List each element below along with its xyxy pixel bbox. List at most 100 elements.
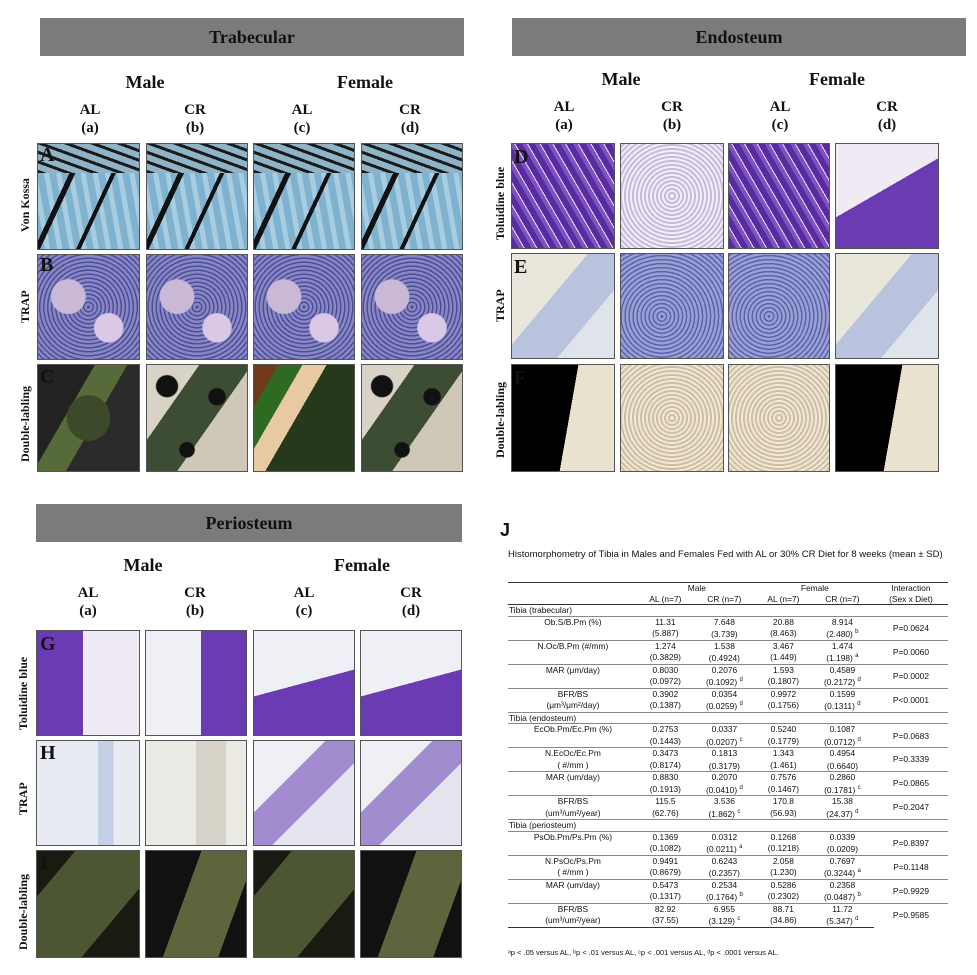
micrograph (146, 364, 248, 472)
micrograph (728, 253, 830, 359)
micrograph (361, 364, 463, 472)
interaction-p-value: P=0.0683 (873, 723, 948, 748)
row-label-double-labeling: Double-labling (493, 381, 507, 458)
cell-mean: 0.5240 (755, 723, 811, 735)
sd-value: (0.3829) (649, 652, 681, 663)
table-row: BFR/BS 0.3902 0.0354 0.9972 0.1599 P<0.0001 (508, 687, 948, 713)
table-row: BFR/BS 115.5 3.536 170.8 15.38 P=0.2047 (508, 795, 948, 820)
row-label-trap: TRAP (18, 290, 32, 323)
cell-sd: (1.198) a (811, 651, 874, 664)
micrograph (36, 740, 140, 846)
sd-value: (0.8174) (649, 759, 681, 770)
cell-sd: (0.1756) (756, 699, 811, 712)
label-male: Male (125, 72, 165, 92)
group-label: AL (a) (79, 102, 101, 136)
row-label-toluidine-blue: Toluidine blue (16, 656, 30, 730)
micrograph (253, 254, 355, 360)
micrograph (728, 143, 830, 249)
interaction-p-value: P=0.0624 (873, 615, 948, 641)
parameter-unit: (μm³/μm²/day) (546, 700, 600, 711)
cell-sd: (0.1443) (638, 735, 693, 748)
table-row: BFR/BS 82.92 6.955 88.71 11.72 P=0.9585 (508, 902, 948, 928)
cell-sd: (0.0259) d (693, 699, 756, 712)
cell-sd: (0.2302) (756, 890, 811, 903)
cell-sd: (0.1807) (756, 675, 811, 688)
cell-mean: 0.0337 (692, 723, 756, 735)
cell-mean: 0.8830 (637, 771, 693, 783)
cell-sd: (2.480) b (811, 627, 874, 640)
cell-mean: 20.88 (755, 615, 811, 628)
parameter-unit: ( #/mm ) (557, 867, 589, 878)
cell-mean: 0.2076 (692, 663, 756, 676)
section-title: Tibia (endosteum) (508, 711, 948, 724)
micrograph (835, 253, 939, 359)
parameter-unit: (um³/um²/year) (508, 914, 638, 928)
group-label: AL (a) (77, 585, 99, 619)
micrograph (511, 253, 615, 359)
cell-sd: (0.0712) d (811, 735, 874, 748)
micrograph (835, 143, 939, 249)
col-sex-x-diet: (Sex x Diet) (873, 593, 948, 606)
sd-value: (0.0211) (706, 844, 737, 855)
parameter-unit (508, 890, 638, 903)
sd-value: (0.0972) (649, 676, 681, 687)
parameter-unit (508, 783, 638, 796)
micrograph (253, 740, 355, 846)
interaction-p-value: P=0.9929 (873, 878, 948, 904)
micrograph (620, 253, 724, 359)
cell-sd: (1.449) (756, 651, 811, 664)
sd-value: (3.129) (708, 916, 735, 927)
parameter-name: N.PsOc/Ps.Pm (508, 854, 638, 867)
sd-value: (0.1781) (824, 784, 856, 795)
cell-sd: (0.8174) (638, 759, 693, 772)
sd-value: (0.0207) (706, 736, 738, 747)
significance-mark: d (739, 677, 743, 684)
cell-mean: 0.5473 (637, 878, 693, 891)
cell-mean: 0.6243 (692, 854, 756, 867)
sd-value: (0.0259) (705, 701, 738, 712)
parameter-unit (508, 627, 638, 640)
section-title: Tibia (periosteum) (508, 819, 948, 832)
sd-value: (62.76) (652, 807, 679, 818)
group-label: AL (c) (769, 99, 791, 133)
sd-value: (0.1764) (705, 892, 738, 903)
parameter-name: N.EcOc/Ec.Pm (508, 747, 638, 759)
significance-mark: c (737, 916, 741, 923)
sd-value: (5.347) (826, 916, 853, 927)
cell-sd: (1.461) (756, 759, 811, 772)
interaction-p-value: P=0.0002 (873, 663, 948, 689)
parameter-unit (508, 842, 638, 855)
panel-letter: C (40, 366, 55, 388)
sd-value: (0.2357) (708, 868, 740, 879)
panel-letter: I (40, 852, 48, 874)
cell-mean: 0.4589 (810, 663, 874, 676)
micrograph (360, 850, 462, 958)
table-row: (um³/um²/year) (62.76) (1.862) c (56.93) (24… (508, 807, 948, 820)
cell-sd: (0.1092) d (693, 675, 756, 688)
parameter-name: BFR/BS (508, 902, 638, 915)
micrograph (145, 740, 247, 846)
panel-title-endosteum: Endosteum (512, 18, 966, 56)
group-label: CR (d) (399, 102, 421, 136)
cell-sd: (0.1317) (638, 890, 693, 903)
group-label: CR (d) (876, 99, 898, 133)
table-row: PsOb.Pm/Ps.Pm (%) 0.1369 0.0312 0.1268 0.033… (508, 830, 948, 856)
table-row: (0.1082) (0.0211) a (0.1218) (0.0209) (508, 842, 948, 855)
cell-mean: 0.1813 (692, 747, 756, 759)
table-row: (um³/um²/year) (37.55) (3.129) c (34.86) (5.… (508, 914, 948, 928)
cell-sd: (0.6640) (811, 759, 874, 772)
micrograph (253, 364, 355, 472)
histomorphometry-table: Male Female Interaction AL (n=7) CR (n=7… (508, 581, 948, 928)
significance-mark: d (857, 677, 861, 684)
cell-mean: 0.7576 (755, 771, 811, 783)
label-female: Female (337, 72, 393, 92)
cell-mean: 0.8030 (637, 663, 693, 676)
micrograph (253, 850, 355, 958)
micrograph (36, 850, 140, 958)
col-female: Female (755, 581, 874, 594)
sd-value: (0.8679) (649, 867, 681, 878)
significance-mark: b (857, 892, 861, 899)
cell-sd: (0.0410) d (693, 783, 756, 796)
cell-mean: 0.1087 (810, 723, 874, 735)
sd-value: (34.86) (770, 915, 797, 926)
